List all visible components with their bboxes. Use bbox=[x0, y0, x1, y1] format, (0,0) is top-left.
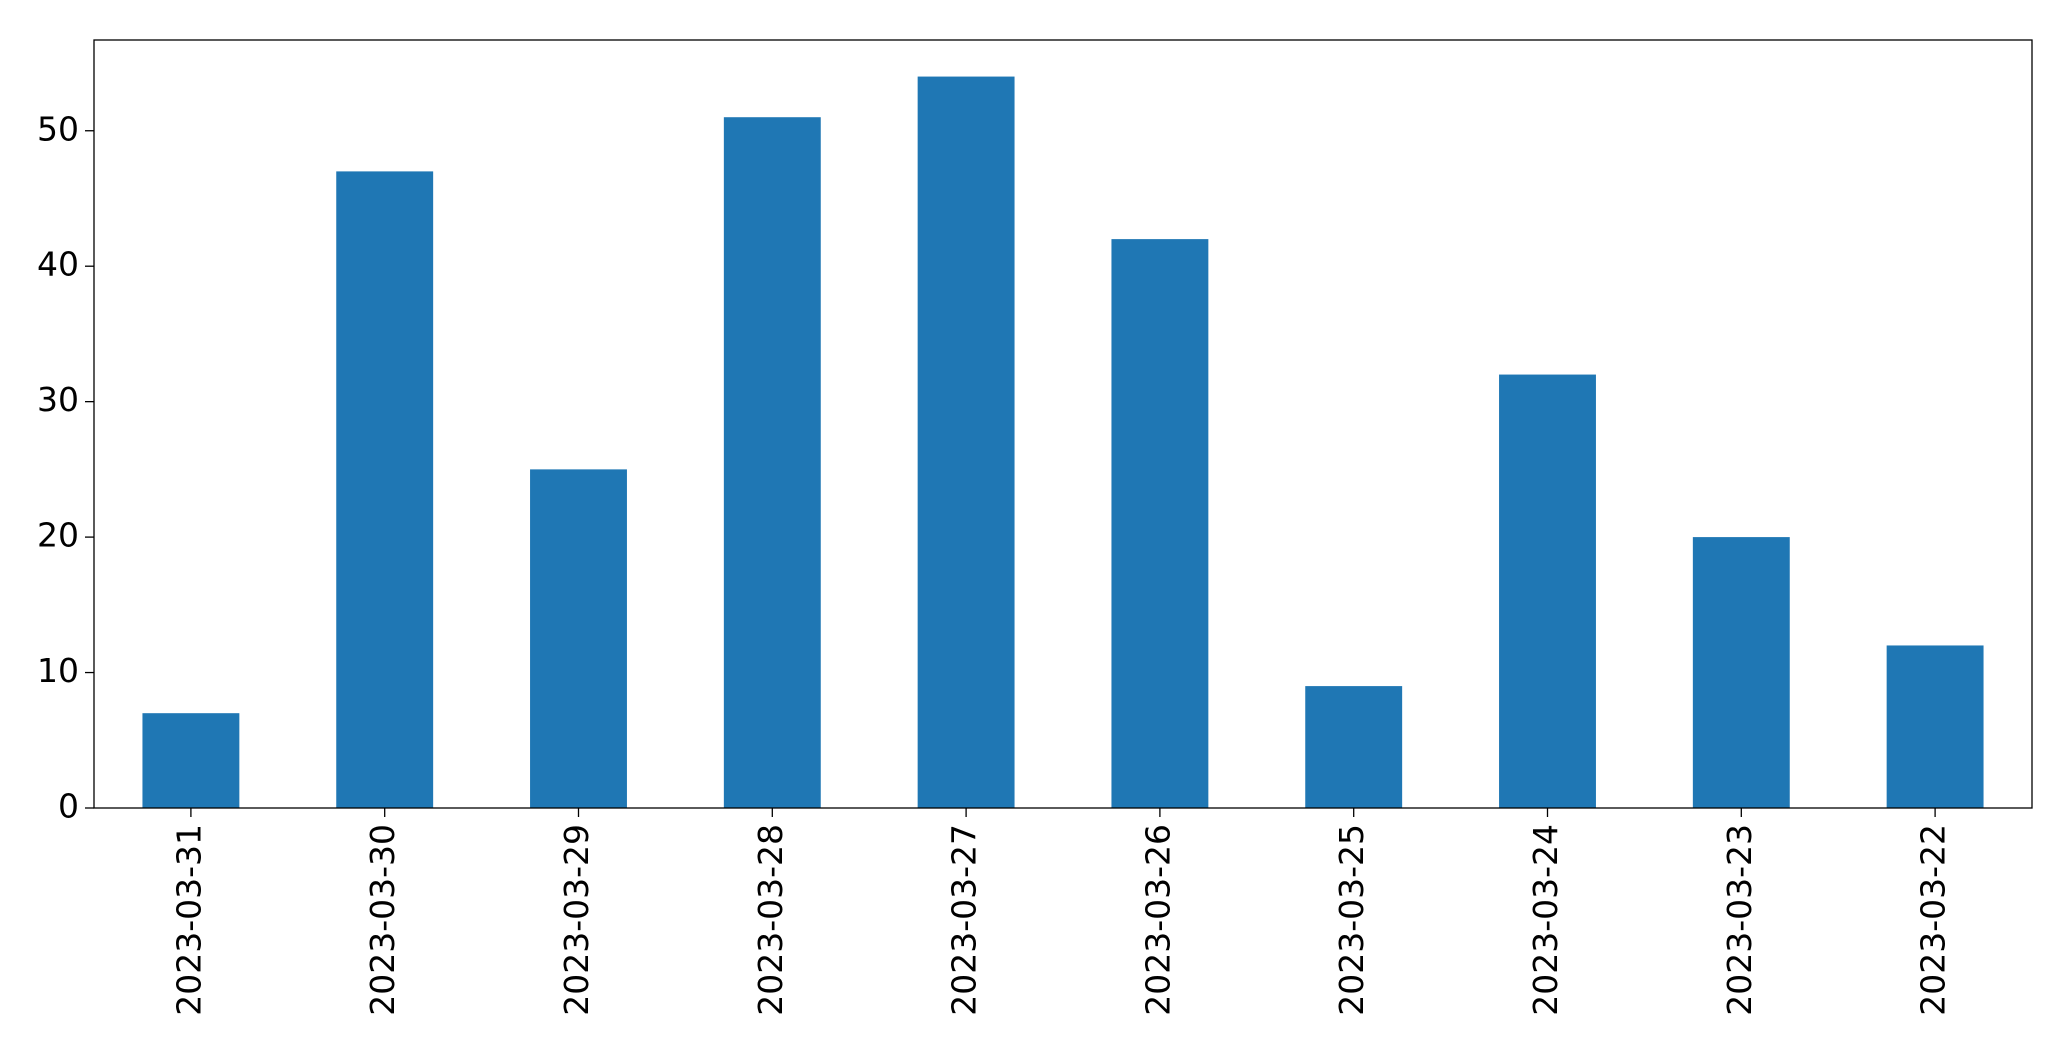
bar bbox=[917, 76, 1015, 809]
y-tick-label: 10 bbox=[37, 651, 79, 690]
bar bbox=[723, 117, 821, 808]
y-tick-label: 40 bbox=[37, 245, 79, 284]
y-tick-label: 50 bbox=[37, 109, 79, 148]
x-tick-label: 2023-03-23 bbox=[1720, 824, 1759, 1016]
x-tick-label: 2023-03-28 bbox=[751, 824, 790, 1016]
bar bbox=[1305, 686, 1403, 808]
bar bbox=[1499, 374, 1596, 808]
x-tick-label: 2023-03-24 bbox=[1526, 824, 1565, 1016]
bar bbox=[336, 171, 434, 809]
bar bbox=[1111, 239, 1209, 809]
y-tick-label: 0 bbox=[58, 787, 79, 826]
x-tick-label: 2023-03-22 bbox=[1914, 824, 1953, 1016]
bar bbox=[142, 713, 240, 808]
bar bbox=[1692, 537, 1790, 808]
x-tick-label: 2023-03-29 bbox=[557, 824, 596, 1016]
x-tick-label: 2023-03-27 bbox=[945, 824, 984, 1016]
y-tick-label: 20 bbox=[37, 516, 79, 555]
x-tick-label: 2023-03-25 bbox=[1332, 824, 1371, 1016]
bar bbox=[530, 469, 627, 808]
bar bbox=[1886, 645, 1984, 808]
x-tick-label: 2023-03-31 bbox=[169, 824, 208, 1016]
x-tick-label: 2023-03-26 bbox=[1138, 824, 1177, 1016]
plot-frame bbox=[93, 39, 2033, 809]
x-tick-label: 2023-03-30 bbox=[363, 824, 402, 1016]
y-tick-label: 30 bbox=[37, 380, 79, 419]
